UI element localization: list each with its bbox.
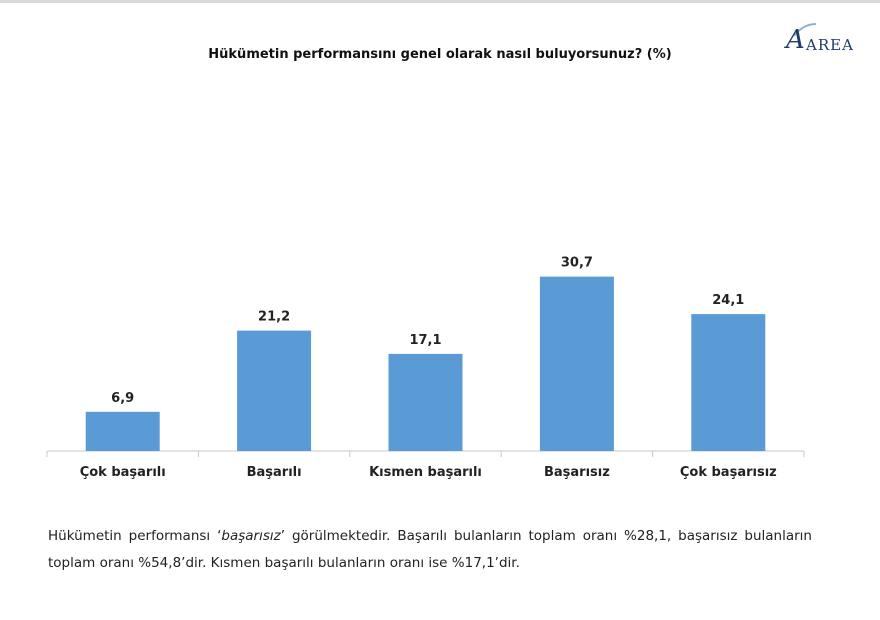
logo-text: AREA bbox=[806, 36, 854, 54]
bar-chart: 6,9 21,2 17,1 30,7 24,1 Çok başarılı Başarılı… bbox=[46, 256, 805, 480]
chart-title: Hükümetin performansını genel olarak nas… bbox=[208, 47, 672, 62]
summary-text: Hükümetin performansı ‘başarısız’ görülm… bbox=[48, 523, 812, 577]
logo-mark: A bbox=[786, 25, 805, 55]
top-rule bbox=[0, 0, 880, 3]
summary-part2: ’ görülmektedir. Başarılı bulanların top… bbox=[48, 528, 812, 571]
bar bbox=[388, 353, 463, 451]
bar-value-label: 24,1 bbox=[712, 293, 744, 308]
bar-value-label: 21,2 bbox=[258, 310, 290, 325]
category-label: Başarılı bbox=[247, 465, 302, 480]
bar-value-label: 6,9 bbox=[111, 391, 134, 406]
category-label: Başarısız bbox=[544, 465, 610, 480]
summary-emphasis: başarısız bbox=[221, 528, 281, 544]
bar bbox=[539, 276, 614, 451]
bar-value-label: 30,7 bbox=[561, 256, 593, 271]
category-label: Çok başarılı bbox=[80, 465, 166, 480]
bar-value-label: 17,1 bbox=[409, 333, 441, 348]
category-label: Kısmen başarılı bbox=[369, 465, 482, 480]
bar bbox=[237, 330, 312, 451]
category-label: Çok başarısız bbox=[680, 465, 777, 480]
logo-swoosh-icon bbox=[793, 23, 817, 37]
bar bbox=[691, 314, 766, 451]
bar bbox=[85, 411, 160, 451]
area-logo: A AREA bbox=[786, 22, 856, 58]
summary-part1: Hükümetin performansı ‘ bbox=[48, 528, 222, 544]
